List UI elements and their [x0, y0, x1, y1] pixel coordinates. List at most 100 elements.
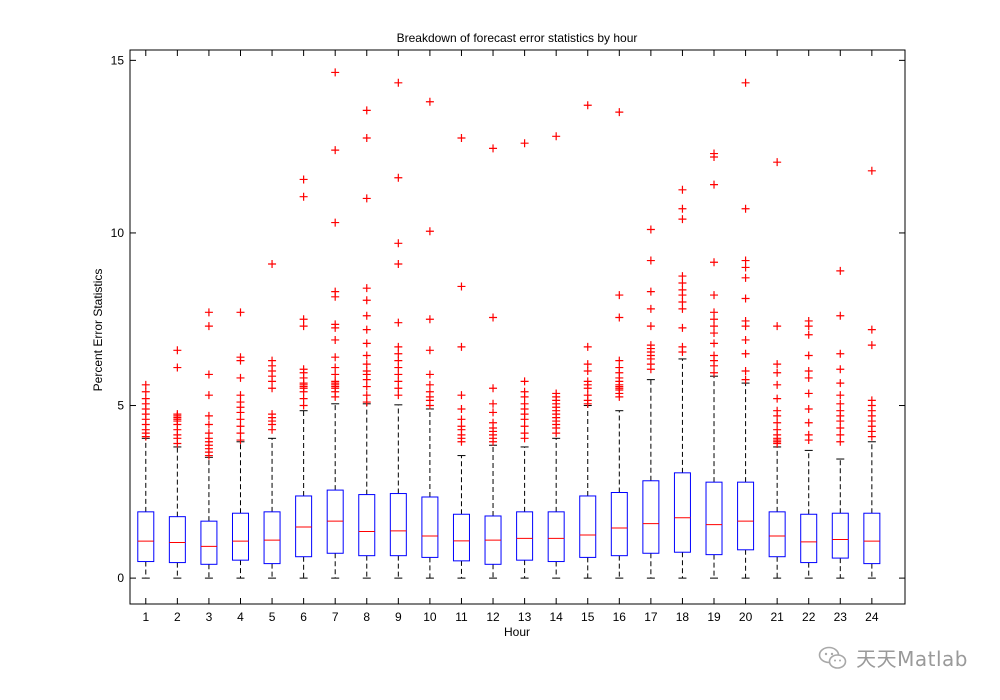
- outlier-marker: [489, 408, 498, 417]
- outlier-marker: [268, 356, 277, 365]
- x-tick-label: 15: [581, 610, 595, 624]
- outlier-marker: [425, 97, 434, 106]
- outlier-marker: [268, 260, 277, 269]
- outlier-marker: [520, 422, 529, 431]
- outlier-marker: [646, 256, 655, 265]
- x-tick-label: 17: [644, 610, 658, 624]
- outlier-marker: [268, 410, 277, 419]
- box-iqr: [610, 492, 628, 557]
- outlier-marker: [236, 398, 245, 407]
- outlier-marker: [710, 149, 719, 158]
- outlier-marker: [710, 368, 719, 377]
- outlier-marker: [236, 391, 245, 400]
- outlier-marker: [773, 322, 782, 331]
- outlier-marker: [804, 430, 813, 439]
- y-tick-label: 15: [111, 53, 125, 67]
- outlier-marker: [362, 194, 371, 203]
- x-tick-label: 10: [423, 610, 437, 624]
- outlier-marker: [141, 380, 150, 389]
- outlier-marker: [299, 401, 308, 410]
- outlier-marker: [836, 430, 845, 439]
- outlier-marker: [804, 373, 813, 382]
- box-iqr: [768, 511, 786, 558]
- box-iqr: [326, 489, 344, 554]
- axes-frame: [129, 49, 906, 605]
- outlier-marker: [615, 356, 624, 365]
- outlier-marker: [804, 418, 813, 427]
- outlier-marker: [489, 418, 498, 427]
- watermark: 天天Matlab: [818, 643, 968, 672]
- outlier-marker: [646, 287, 655, 296]
- outlier-marker: [773, 368, 782, 377]
- outlier-marker: [741, 204, 750, 213]
- y-tick-label: 0: [117, 571, 124, 585]
- outlier-marker: [362, 325, 371, 334]
- box-iqr: [263, 511, 281, 565]
- outlier-marker: [173, 410, 182, 419]
- outlier-marker: [394, 260, 403, 269]
- outlier-marker: [552, 132, 561, 141]
- outlier-marker: [646, 304, 655, 313]
- outlier-marker: [836, 437, 845, 446]
- outlier-marker: [394, 356, 403, 365]
- outlier-marker: [362, 311, 371, 320]
- outlier-marker: [457, 404, 466, 413]
- outlier-marker: [331, 146, 340, 155]
- outlier-marker: [457, 422, 466, 431]
- x-tick-label: 13: [518, 610, 532, 624]
- x-tick-label: 23: [834, 610, 848, 624]
- outlier-marker: [362, 367, 371, 376]
- outlier-marker: [331, 370, 340, 379]
- x-tick-label: 4: [237, 610, 244, 624]
- x-tick-label: 18: [676, 610, 690, 624]
- outlier-marker: [678, 304, 687, 313]
- outlier-marker: [141, 394, 150, 403]
- outlier-marker: [204, 308, 213, 317]
- outlier-marker: [236, 429, 245, 438]
- outlier-marker: [299, 192, 308, 201]
- outlier-marker: [394, 370, 403, 379]
- x-tick-label: 16: [613, 610, 627, 624]
- outlier-marker: [773, 360, 782, 369]
- outlier-marker: [710, 339, 719, 348]
- outlier-marker: [678, 323, 687, 332]
- outlier-marker: [299, 394, 308, 403]
- outlier-marker: [299, 315, 308, 324]
- outlier-marker: [520, 399, 529, 408]
- outlier-marker: [773, 394, 782, 403]
- x-tick-label: 3: [206, 610, 213, 624]
- outlier-marker: [236, 436, 245, 445]
- outlier-marker: [394, 78, 403, 87]
- outlier-marker: [773, 406, 782, 415]
- outlier-marker: [425, 346, 434, 355]
- outlier-marker: [552, 389, 561, 398]
- x-tick-label: 21: [770, 610, 784, 624]
- outlier-marker: [204, 420, 213, 429]
- box-iqr: [831, 512, 849, 559]
- outlier-marker: [362, 134, 371, 143]
- outlier-marker: [741, 375, 750, 384]
- box-iqr: [737, 481, 755, 551]
- box-iqr: [579, 495, 597, 558]
- outlier-marker: [173, 363, 182, 372]
- outlier-marker: [457, 391, 466, 400]
- outlier-marker: [741, 78, 750, 87]
- outlier-marker: [836, 266, 845, 275]
- outlier-marker: [394, 349, 403, 358]
- outlier-marker: [394, 342, 403, 351]
- box-iqr: [705, 481, 723, 556]
- outlier-marker: [425, 227, 434, 236]
- outlier-marker: [331, 353, 340, 362]
- outlier-marker: [236, 353, 245, 362]
- outlier-marker: [646, 341, 655, 350]
- outlier-marker: [489, 399, 498, 408]
- outlier-marker: [362, 382, 371, 391]
- outlier-marker: [520, 139, 529, 148]
- outlier-marker: [236, 308, 245, 317]
- outlier-marker: [362, 339, 371, 348]
- x-tick-label: 5: [269, 610, 276, 624]
- outlier-marker: [773, 158, 782, 167]
- outlier-marker: [331, 320, 340, 329]
- box-iqr: [168, 516, 186, 564]
- outlier-marker: [836, 311, 845, 320]
